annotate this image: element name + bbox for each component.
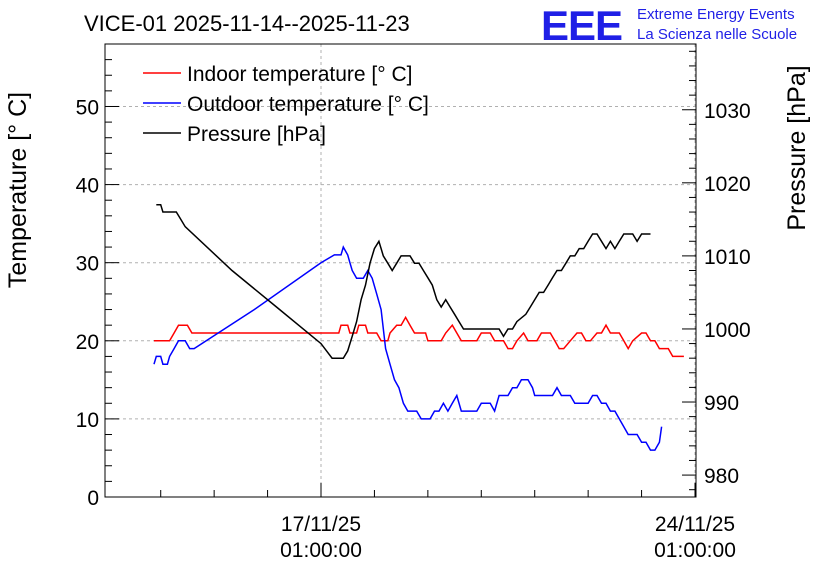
legend-label-pressure: Pressure [hPa] (187, 123, 326, 146)
y2-tick-label: 1020 (704, 173, 751, 196)
legend-label-indoor: Indoor temperature [° C] (187, 63, 413, 86)
axis-layer: 01020304050980990100010101020103017/11/2… (76, 43, 751, 562)
x-tick-label-time: 01:00:00 (654, 539, 736, 562)
grid-layer (105, 44, 696, 497)
y-tick-label: 30 (76, 253, 99, 276)
y-tick-label: 0 (87, 487, 99, 510)
y2-tick-label: 990 (704, 392, 739, 415)
y-tick-label: 40 (76, 175, 99, 198)
logo-mark: EEE (541, 2, 622, 49)
series-layer (153, 203, 684, 451)
logo-line-2: La Scienza nelle Scuole (637, 26, 797, 43)
y2-tick-label: 1000 (704, 319, 751, 342)
x-tick-label-time: 01:00:00 (280, 539, 362, 562)
outdoor-temperature-line (153, 245, 663, 451)
y-tick-label: 20 (76, 331, 99, 354)
logo-line-1: Extreme Energy Events (637, 6, 795, 23)
legend-label-outdoor: Outdoor temperature [° C] (187, 93, 429, 116)
chart-title: VICE-01 2025-11-14--2025-11-23 (84, 11, 410, 36)
y2-tick-label: 1010 (704, 246, 751, 269)
legend: Indoor temperature [° C] Outdoor tempera… (143, 63, 429, 146)
y-tick-label: 10 (76, 409, 99, 432)
y2-tick-label: 1030 (704, 100, 751, 123)
y2-tick-label: 980 (704, 465, 739, 488)
pressure-line (156, 203, 651, 359)
x-tick-label-date: 17/11/25 (281, 513, 361, 536)
y2-axis-title: Pressure [hPa] (783, 65, 811, 230)
eee-logo: EEE Extreme Energy Events La Scienza nel… (541, 2, 797, 49)
x-tick-label-date: 24/11/25 (655, 513, 735, 536)
y-axis-title: Temperature [° C] (4, 92, 32, 288)
y-tick-label: 50 (76, 96, 99, 119)
